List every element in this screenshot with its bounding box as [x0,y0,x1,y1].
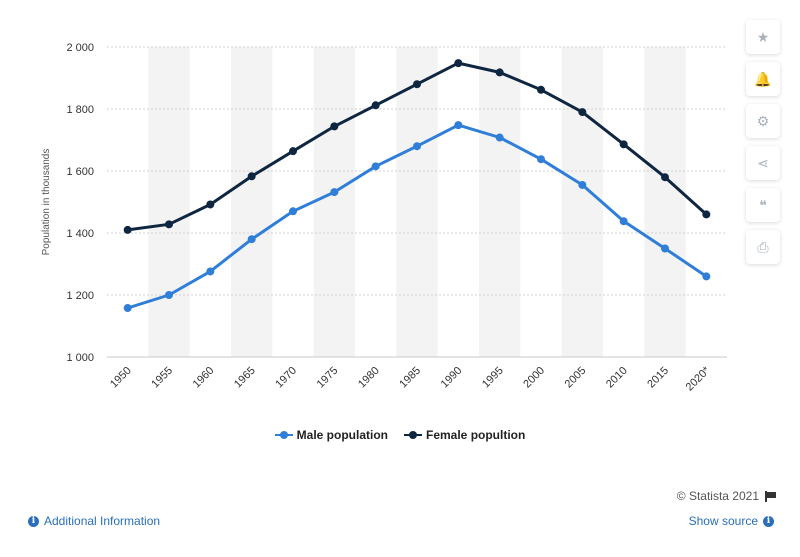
data-point-female [165,220,173,229]
gear-button[interactable]: ⚙ [746,104,780,138]
grid-band [313,47,355,357]
y-tick-label: 1 600 [66,166,94,178]
grid-band [561,47,603,357]
y-tick-label: 1 400 [66,228,94,240]
grid-band [231,47,273,357]
data-point-female [702,210,711,219]
data-point-female [123,225,132,234]
data-point-female [661,173,669,182]
info-icon: i [763,515,774,527]
data-point-female [413,80,421,89]
x-tick-label: 2020* [684,364,713,393]
legend-label-female: Female popultion [426,428,526,442]
data-point-female [578,108,587,117]
credit-text: © Statista 2021 [676,489,759,503]
data-point-male [537,155,545,164]
data-point-male [702,272,711,281]
share-icon: ⋖ [757,154,769,171]
data-point-male [371,162,380,171]
data-point-male [454,121,463,130]
data-point-male [123,304,132,313]
data-point-male [165,291,173,299]
legend-label-male: Male population [296,428,388,442]
data-point-female [454,59,463,68]
x-tick-label: 1985 [397,365,423,391]
additional-information-link[interactable]: i Additional Information [28,514,160,528]
data-point-male [289,207,297,216]
print-button[interactable]: ⎙ [746,230,780,264]
flag-icon [765,490,776,502]
data-point-male [661,244,669,253]
grid-band [644,47,686,357]
data-point-female [537,85,545,94]
print-icon: ⎙ [757,238,769,255]
star-icon: ★ [756,28,770,45]
data-point-female [247,172,256,181]
x-tick-label: 2005 [563,365,589,391]
x-tick-label: 1970 [273,365,299,391]
bell-button[interactable]: 🔔 [746,62,780,96]
gear-icon: ⚙ [756,112,770,129]
y-tick-label: 1 000 [66,352,94,364]
x-tick-label: 1995 [480,365,506,391]
star-button[interactable]: ★ [746,20,780,54]
y-tick-label: 1 800 [66,104,94,116]
legend-swatch-female [404,429,422,441]
quote-button[interactable]: ❝ [746,188,780,222]
y-tick-label: 1 200 [66,290,94,302]
data-point-male [619,217,628,226]
data-point-female [289,147,297,156]
grid-band [148,47,190,357]
data-point-male [247,235,256,244]
bell-icon: 🔔 [754,70,772,87]
x-tick-label: 1955 [149,365,175,391]
x-tick-label: 2015 [645,365,671,391]
grid-band [396,47,438,357]
show-source-link[interactable]: Show source i [689,514,774,528]
info-icon: i [28,515,39,527]
x-tick-label: 2000 [521,365,547,391]
x-tick-label: 1960 [191,365,217,391]
data-point-female [495,68,504,77]
legend-item-female[interactable]: Female popultion [404,428,525,442]
x-tick-label: 1965 [232,365,258,391]
data-point-female [330,122,339,131]
data-point-male [330,188,339,197]
x-tick-label: 1980 [356,365,382,391]
x-tick-label: 1975 [315,365,341,391]
x-tick-label: 1950 [108,365,134,391]
legend: Male population Female popultion [0,428,800,442]
grid-band [479,47,521,357]
legend-swatch-male [274,429,293,441]
x-tick-label: 1990 [439,365,465,391]
data-point-female [619,140,628,149]
additional-information-label: Additional Information [44,514,161,528]
statista-credit[interactable]: © Statista 2021 [677,489,776,503]
data-point-male [206,267,215,276]
data-point-male [413,142,421,151]
data-point-female [371,101,380,110]
legend-item-male[interactable]: Male population [274,428,388,442]
share-button[interactable]: ⋖ [746,146,780,180]
data-point-male [578,180,587,189]
y-tick-label: 2 000 [66,42,94,54]
x-tick-label: 2010 [604,365,630,391]
show-source-label: Show source [688,514,758,528]
data-point-male [495,133,504,142]
y-axis-label: Population in thousands [41,149,52,256]
quote-icon: ❝ [759,196,767,213]
data-point-female [206,200,215,209]
